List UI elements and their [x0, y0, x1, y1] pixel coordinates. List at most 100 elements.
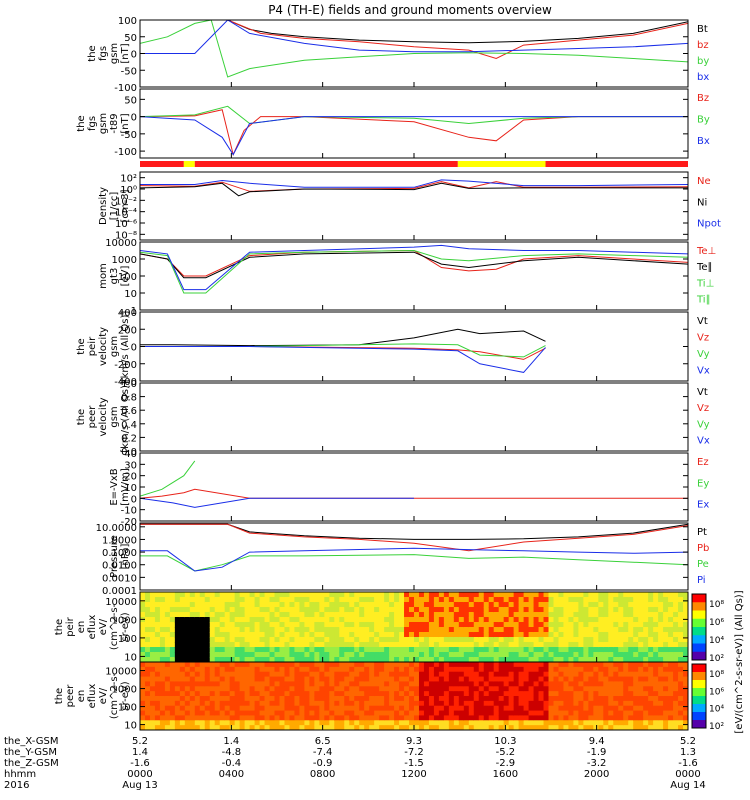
x-column-value: -4.8 [222, 747, 242, 758]
heatmap-peer_eflux [140, 662, 688, 730]
series-density-Ni [140, 182, 688, 197]
y-axis-label: sr-eV) [120, 612, 131, 641]
legend-fgs_gsm-1: bz [697, 40, 709, 51]
y-tick-label: 1000 [112, 615, 137, 626]
status-segment [194, 161, 458, 167]
x-column-value: -5.2 [496, 747, 516, 758]
y-axis-label: en [76, 621, 87, 634]
legend-fgs_gsm_t89-2: Bx [697, 136, 710, 147]
colorbar-cell [692, 704, 706, 713]
y-axis-label: [km/s (All Qs)] [120, 311, 131, 383]
y-tick-label: 10000 [105, 667, 137, 678]
y-axis-label: [1/cc] [109, 192, 120, 221]
series-efield-Ey [140, 460, 196, 497]
colorbar-cell [692, 680, 706, 689]
colorbar-cell [692, 602, 706, 611]
y-axis-label: sr-eV) [120, 681, 131, 710]
colorbar: 10⁸ 10⁶ 10⁴ 10² 10⁸ 10⁶ 10⁴ 10² [eV/(cm^2-s-sr-e… [691, 590, 745, 734]
x-column-value: -0.9 [313, 758, 333, 769]
legend-temperature-1: Te∥ [696, 262, 713, 273]
y-tick-label: 10.0000 [96, 523, 137, 534]
y-axis-label: the [87, 45, 98, 61]
series-fgs_gsm-bx [140, 20, 688, 54]
status-segment [545, 161, 688, 167]
y-axis-label: gt3 [109, 268, 120, 285]
legend-peer_velocity-3: Vx [697, 436, 710, 447]
legend-temperature-0: Te⊥ [696, 246, 716, 257]
colorbar-cell [692, 610, 706, 620]
x-column-value: 0000 [675, 769, 700, 780]
y-axis-label: [mV/m] [120, 468, 131, 506]
y-tick-label: 10⁻⁶ [115, 219, 137, 230]
y-axis-label: the [76, 409, 87, 425]
status-segment [140, 161, 184, 167]
y-tick-label: -100 [114, 83, 137, 94]
colorbar-cell [692, 635, 706, 644]
y-tick-label: 0.8 [121, 393, 137, 404]
y-tick-label: 0.1000 [102, 548, 137, 559]
y-axis-label: velocity [98, 327, 109, 366]
colorbar-tick: 10⁸ [709, 600, 724, 610]
colorbar-cell [692, 696, 706, 705]
legend-efield-2: Ex [697, 500, 709, 511]
x-column-value: 6.5 [315, 736, 331, 747]
y-tick-label: 100 [118, 16, 137, 27]
x-column-value: -1.6 [130, 758, 150, 769]
colorbar-cell [692, 618, 706, 628]
y-tick-label: 0 [131, 494, 137, 505]
series-fgs_gsm_t89-Bx [140, 116, 688, 156]
legend-pressure-1: Pb [697, 543, 709, 554]
y-tick-label: 200 [118, 325, 137, 336]
series-efield-Ez [140, 488, 688, 499]
colorbar-cell [692, 643, 706, 653]
series-fgs_gsm-by [140, 20, 688, 78]
legend-peer_velocity-2: Vy [697, 419, 710, 430]
y-axis-label: fgs [87, 116, 98, 131]
status-segment [457, 161, 546, 167]
y-tick-label: 100 [118, 634, 137, 645]
y-tick-label: 100 [118, 703, 137, 714]
y-axis-label: gsm [109, 406, 120, 427]
panel-peer_velocity: 1.0 0.8 0.6 0.4 0.2 0.0 the peer velocity gsm [km/… [76, 379, 710, 458]
series-pressure-Pe [140, 554, 688, 572]
y-tick-label: 0 [131, 343, 137, 354]
y-axis-label: the [54, 688, 65, 704]
y-tick-label: 0.0010 [102, 573, 137, 584]
x-column-value: 5.2 [132, 736, 148, 747]
legend-density-1: Ni [697, 197, 707, 208]
y-tick-label: -20 [121, 517, 137, 528]
x-column-value: 1200 [401, 769, 426, 780]
y-tick-label: 10000 [105, 597, 137, 608]
colorbar-cell [692, 664, 706, 673]
colorbar-cell [692, 688, 706, 697]
y-axis-label: gsm [98, 113, 109, 134]
x-column-value: 1.4 [132, 747, 148, 758]
y-tick-label: 0.4 [121, 420, 137, 431]
legend-temperature-3: Ti∥ [696, 295, 711, 306]
x-column-value: -1.9 [587, 747, 607, 758]
series-fgs_gsm_t89-By [140, 105, 688, 125]
x-row-label: the_X-GSM [4, 736, 58, 747]
status-segment [183, 161, 195, 167]
y-tick-label: 10 [124, 652, 137, 663]
x-column-value: 1.4 [223, 736, 239, 747]
x-row-label: 2016 [4, 780, 29, 791]
series-peir_velocity-Vx [140, 346, 546, 373]
panel-frame [139, 522, 689, 591]
legend-fgs_gsm_t89-0: Bz [697, 93, 709, 104]
x-column-value: 1.3 [680, 747, 696, 758]
y-axis-label: peer [87, 405, 98, 429]
legend-efield-0: Ez [697, 457, 709, 468]
legend-density-2: Npot [697, 219, 721, 230]
x-column-value: Aug 13 [122, 780, 157, 791]
legend-peer_velocity-0: Vt [697, 387, 708, 398]
series-temperature-Te∥ [140, 251, 688, 279]
series-pressure-Pi [140, 547, 688, 572]
y-tick-label: -50 [121, 130, 137, 141]
series-fgs_gsm-bz [140, 20, 688, 60]
y-tick-label: 0.0001 [102, 586, 137, 597]
x-column-value: 0000 [127, 769, 152, 780]
y-tick-label: 30 [124, 460, 137, 471]
